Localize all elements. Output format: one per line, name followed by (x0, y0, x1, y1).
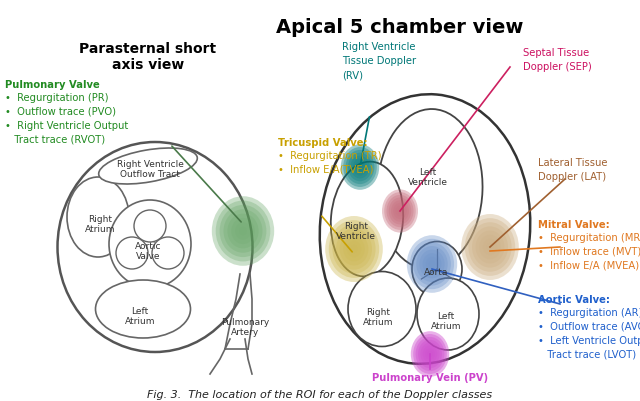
Ellipse shape (419, 250, 445, 279)
Text: Fig. 3.  The location of the ROI for each of the Doppler classes: Fig. 3. The location of the ROI for each… (147, 389, 493, 399)
Ellipse shape (325, 217, 383, 282)
Text: Pulmonary
Artery: Pulmonary Artery (221, 317, 269, 336)
Ellipse shape (465, 219, 515, 276)
Text: •  Regurgitation (PR)
•  Outflow trace (PVO)
•  Right Ventricle Output
   Tract : • Regurgitation (PR) • Outflow trace (PV… (5, 93, 128, 145)
Ellipse shape (99, 149, 197, 184)
Ellipse shape (329, 221, 379, 278)
Text: Right
Atrium: Right Atrium (363, 307, 393, 326)
Text: Parasternal short
axis view: Parasternal short axis view (79, 42, 216, 72)
Text: Left
Atrium: Left Atrium (125, 306, 156, 326)
Ellipse shape (426, 257, 438, 271)
Ellipse shape (346, 150, 374, 184)
Text: Pulmonary Vein (PV): Pulmonary Vein (PV) (372, 372, 488, 382)
Ellipse shape (212, 197, 274, 266)
Ellipse shape (411, 331, 449, 377)
Ellipse shape (355, 162, 365, 173)
Ellipse shape (476, 231, 504, 264)
Ellipse shape (418, 340, 442, 369)
Ellipse shape (428, 351, 433, 357)
Ellipse shape (413, 334, 447, 374)
Ellipse shape (336, 229, 372, 270)
Ellipse shape (420, 343, 440, 365)
Ellipse shape (461, 215, 519, 280)
Ellipse shape (347, 241, 361, 257)
Ellipse shape (348, 272, 416, 346)
Ellipse shape (378, 110, 483, 269)
Ellipse shape (391, 200, 409, 222)
Ellipse shape (423, 346, 437, 363)
Text: •  Regurgitation (TR)
•  Inflow E/A(TVEA): • Regurgitation (TR) • Inflow E/A(TVEA) (278, 151, 381, 174)
Ellipse shape (343, 148, 377, 188)
Ellipse shape (384, 192, 416, 230)
Ellipse shape (417, 278, 479, 350)
Text: •  Regurgitation (AR)
•  Outflow trace (AVO)
•  Left Ventricle Output
   Tract t: • Regurgitation (AR) • Outflow trace (AV… (538, 307, 640, 359)
Ellipse shape (415, 337, 444, 371)
Text: Aorta: Aorta (424, 267, 448, 276)
Text: Aortic Valve:: Aortic Valve: (538, 294, 610, 304)
Ellipse shape (223, 210, 262, 253)
Text: Right Ventricle
Outflow Tract: Right Ventricle Outflow Tract (116, 160, 184, 179)
Text: Left
Ventricle: Left Ventricle (408, 168, 448, 187)
Ellipse shape (422, 253, 442, 275)
Ellipse shape (416, 246, 448, 282)
Ellipse shape (340, 233, 369, 266)
Ellipse shape (413, 243, 451, 286)
Ellipse shape (236, 223, 251, 240)
Ellipse shape (95, 280, 191, 338)
Ellipse shape (216, 201, 270, 262)
Text: •  Regurgitation (MR)
•  Inflow trace (MVT)
•  Inflow E/A (MVEA): • Regurgitation (MR) • Inflow trace (MVT… (538, 233, 640, 270)
Ellipse shape (382, 190, 418, 233)
Ellipse shape (67, 178, 129, 257)
Text: Left
Atrium: Left Atrium (431, 311, 461, 330)
Ellipse shape (412, 242, 462, 297)
Ellipse shape (58, 143, 253, 352)
Text: Aortic
Valve: Aortic Valve (135, 241, 161, 261)
Text: Right Ventricle
Tissue Doppler
(RV): Right Ventricle Tissue Doppler (RV) (342, 42, 416, 80)
Text: Septal Tissue
Doppler (SEP): Septal Tissue Doppler (SEP) (523, 48, 592, 72)
Ellipse shape (388, 198, 412, 225)
Ellipse shape (332, 225, 376, 274)
Text: Right
Atrium: Right Atrium (84, 215, 115, 234)
Ellipse shape (231, 219, 255, 245)
Ellipse shape (343, 237, 365, 262)
Ellipse shape (393, 203, 407, 220)
Ellipse shape (479, 235, 500, 260)
Ellipse shape (320, 95, 531, 364)
Ellipse shape (353, 159, 367, 176)
Text: Lateral Tissue
Doppler (LAT): Lateral Tissue Doppler (LAT) (538, 158, 607, 182)
Text: Apical 5 chamber view: Apical 5 chamber view (276, 18, 524, 37)
Ellipse shape (350, 156, 370, 179)
Ellipse shape (348, 153, 372, 182)
Ellipse shape (227, 214, 259, 249)
Ellipse shape (152, 237, 184, 269)
Ellipse shape (340, 145, 379, 190)
Ellipse shape (410, 239, 454, 290)
Text: Tricuspid Valve:: Tricuspid Valve: (278, 138, 367, 148)
Ellipse shape (220, 205, 266, 257)
Ellipse shape (407, 236, 457, 293)
Text: Mitral Valve:: Mitral Valve: (538, 219, 610, 229)
Ellipse shape (134, 211, 166, 242)
Ellipse shape (425, 348, 435, 360)
Ellipse shape (468, 223, 511, 272)
Ellipse shape (396, 206, 404, 217)
Ellipse shape (483, 239, 497, 255)
Ellipse shape (331, 162, 403, 277)
Ellipse shape (116, 237, 148, 269)
Text: Right
Ventricle: Right Ventricle (336, 221, 376, 241)
Ellipse shape (109, 200, 191, 288)
Ellipse shape (472, 227, 508, 268)
Ellipse shape (387, 195, 413, 228)
Text: Pulmonary Valve: Pulmonary Valve (5, 80, 100, 90)
